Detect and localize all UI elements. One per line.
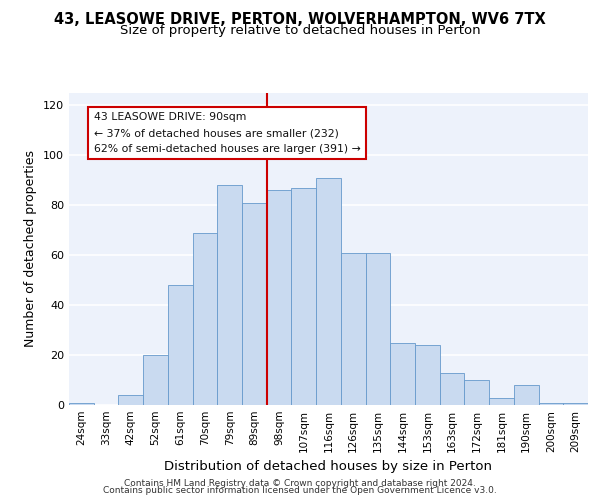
Bar [217,185,242,405]
Bar [267,190,292,405]
Bar [193,232,217,405]
Bar [341,252,365,405]
Bar [415,345,440,405]
Bar [292,188,316,405]
Text: Contains HM Land Registry data © Crown copyright and database right 2024.: Contains HM Land Registry data © Crown c… [124,478,476,488]
Bar [168,285,193,405]
Text: Size of property relative to detached houses in Perton: Size of property relative to detached ho… [119,24,481,37]
Bar [464,380,489,405]
Bar [563,402,588,405]
Bar [440,372,464,405]
Bar [365,252,390,405]
X-axis label: Distribution of detached houses by size in Perton: Distribution of detached houses by size … [164,460,493,473]
Text: 43 LEASOWE DRIVE: 90sqm
← 37% of detached houses are smaller (232)
62% of semi-d: 43 LEASOWE DRIVE: 90sqm ← 37% of detache… [94,112,361,154]
Text: Contains public sector information licensed under the Open Government Licence v3: Contains public sector information licen… [103,486,497,495]
Bar [118,395,143,405]
Bar [514,385,539,405]
Bar [143,355,168,405]
Bar [489,398,514,405]
Text: 43, LEASOWE DRIVE, PERTON, WOLVERHAMPTON, WV6 7TX: 43, LEASOWE DRIVE, PERTON, WOLVERHAMPTON… [54,12,546,28]
Bar [242,202,267,405]
Bar [390,342,415,405]
Bar [69,402,94,405]
Bar [316,178,341,405]
Bar [539,402,563,405]
Y-axis label: Number of detached properties: Number of detached properties [25,150,37,347]
